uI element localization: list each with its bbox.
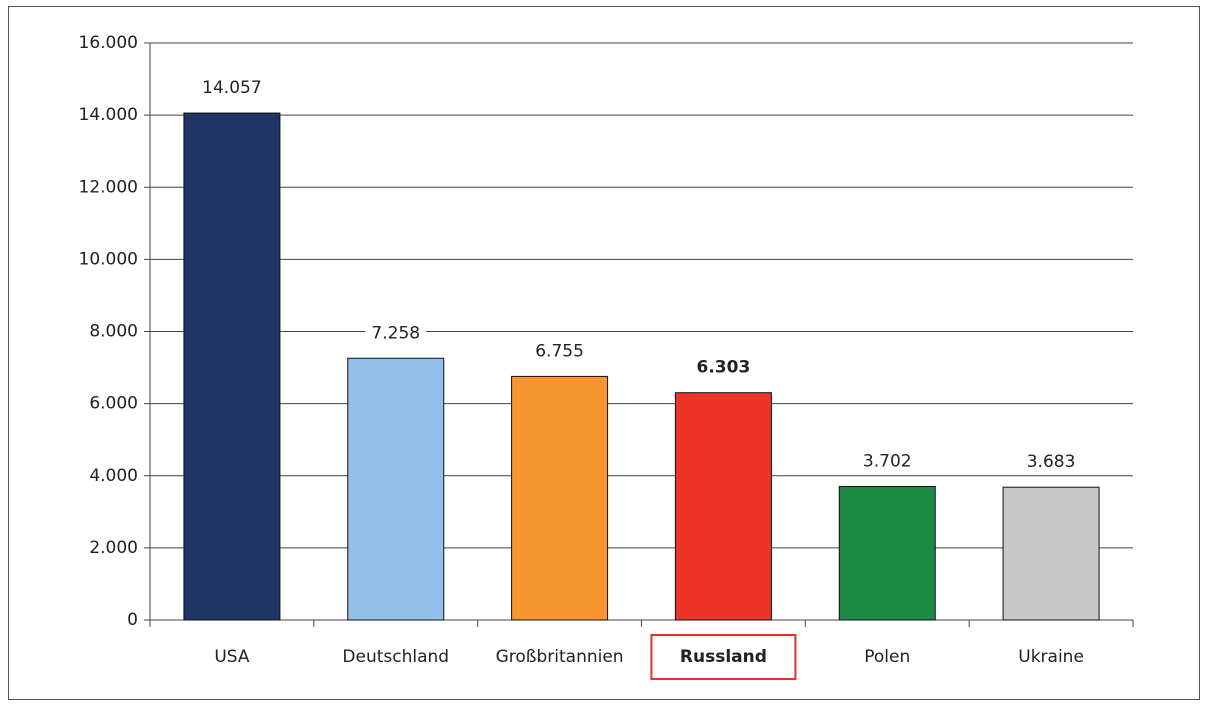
highlight-box	[650, 634, 797, 680]
bar	[838, 485, 936, 621]
value-label: 6.755	[535, 341, 584, 361]
value-label-bg	[196, 76, 268, 101]
x-tick-label: Großbritannien	[496, 647, 624, 667]
x-tick-label: USA	[214, 647, 250, 667]
value-label-bg	[690, 355, 757, 380]
y-tick-label: 16.000	[79, 33, 138, 53]
y-tick-label: 8.000	[89, 322, 138, 342]
value-label-bg	[1020, 450, 1082, 475]
y-tick-label: 4.000	[89, 466, 138, 486]
y-tick-label: 0	[127, 610, 138, 630]
value-label: 3.683	[1027, 452, 1076, 472]
value-label: 6.303	[697, 358, 751, 378]
value-label-bg	[856, 449, 918, 474]
y-tick-label: 2.000	[89, 538, 138, 558]
y-tick-label: 10.000	[79, 249, 138, 269]
value-label-bg	[365, 321, 427, 346]
bar	[347, 357, 445, 621]
bar	[183, 112, 281, 621]
bar	[1002, 486, 1100, 621]
y-tick-label: 12.000	[79, 177, 138, 197]
value-label-bg	[529, 339, 590, 364]
value-label: 7.258	[371, 323, 420, 343]
value-label: 3.702	[863, 451, 912, 471]
x-tick-label: Polen	[864, 647, 910, 667]
x-tick-label: Ukraine	[1018, 647, 1084, 667]
x-tick-label: Deutschland	[342, 647, 449, 667]
chart-frame	[8, 6, 1200, 700]
y-tick-label: 6.000	[89, 394, 138, 414]
bar	[511, 375, 609, 621]
y-tick-label: 14.000	[79, 105, 138, 125]
x-tick-label: Russland	[680, 647, 767, 667]
value-label: 14.057	[202, 78, 261, 98]
bar	[674, 392, 772, 621]
